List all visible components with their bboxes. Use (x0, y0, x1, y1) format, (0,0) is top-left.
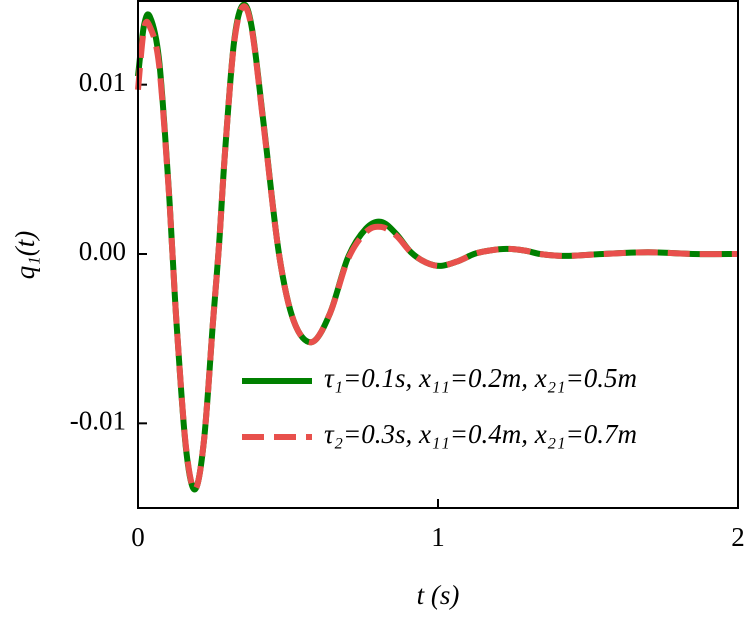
series-line (135, 1, 739, 493)
plot-frame (137, 0, 739, 509)
series-line (135, 3, 739, 493)
y-axis-label: q₁(t) (10, 231, 40, 279)
x-tick-label: 1 (431, 522, 445, 552)
y-tick-label: 0.00 (79, 236, 126, 266)
x-axis-label: t (s) (417, 580, 460, 610)
x-tick-label: 2 (731, 522, 745, 552)
y-tick-label: 0.01 (79, 67, 126, 97)
legend-label: τ₁=0.1s, x₁₁=0.2m, x₂₁=0.5m (324, 363, 637, 393)
y-tick-label: -0.01 (70, 406, 126, 436)
legend-label: τ₂=0.3s, x₁₁=0.4m, x₂₁=0.7m (324, 419, 637, 449)
x-tick-label: 0 (131, 522, 145, 552)
